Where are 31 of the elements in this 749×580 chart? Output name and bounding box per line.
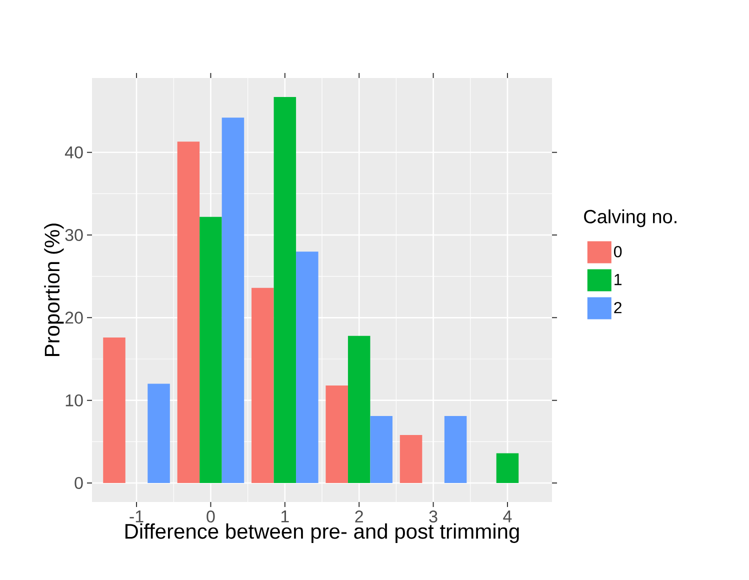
legend-label: 0	[614, 246, 622, 258]
x-tick-label: -1	[130, 510, 144, 522]
x-tick-label: 3	[429, 510, 438, 523]
bar	[444, 416, 467, 483]
bar	[177, 142, 200, 483]
bar	[103, 338, 126, 483]
bar	[496, 453, 519, 483]
bar	[252, 288, 274, 483]
bar	[370, 416, 392, 483]
bar	[348, 336, 370, 483]
bar	[296, 252, 318, 483]
bar	[400, 435, 422, 483]
x-tick-label: 2	[355, 510, 363, 522]
bar	[148, 384, 170, 483]
y-tick-label: 10	[66, 394, 83, 406]
bar	[200, 216, 222, 483]
y-tick-label: 20	[65, 312, 83, 324]
x-axis-title: Difference between pre- and post trimming	[125, 523, 519, 543]
bar	[274, 97, 296, 483]
legend-title: Calving no.	[584, 209, 676, 228]
x-tick-label: 1	[281, 510, 289, 522]
y-tick-label: 0	[74, 476, 83, 490]
y-tick-label: 40	[64, 146, 83, 158]
legend-label: 2	[614, 302, 622, 314]
y-axis-title: Proportion (%)	[44, 224, 64, 356]
x-tick-label: 0	[206, 510, 215, 523]
bar	[326, 385, 348, 483]
y-tick-label: 30	[65, 229, 83, 242]
x-tick-label: 4	[503, 510, 512, 522]
legend-label: 1	[614, 274, 622, 286]
bar	[222, 118, 244, 483]
